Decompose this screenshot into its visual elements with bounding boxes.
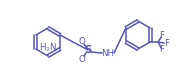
Text: H$_2$N: H$_2$N xyxy=(39,41,57,54)
Text: F: F xyxy=(165,38,170,47)
Text: S: S xyxy=(84,45,92,55)
Text: NH: NH xyxy=(102,49,114,58)
Text: F: F xyxy=(160,31,165,40)
Text: F: F xyxy=(160,46,165,55)
Text: O: O xyxy=(79,37,85,46)
Text: O: O xyxy=(79,55,85,64)
